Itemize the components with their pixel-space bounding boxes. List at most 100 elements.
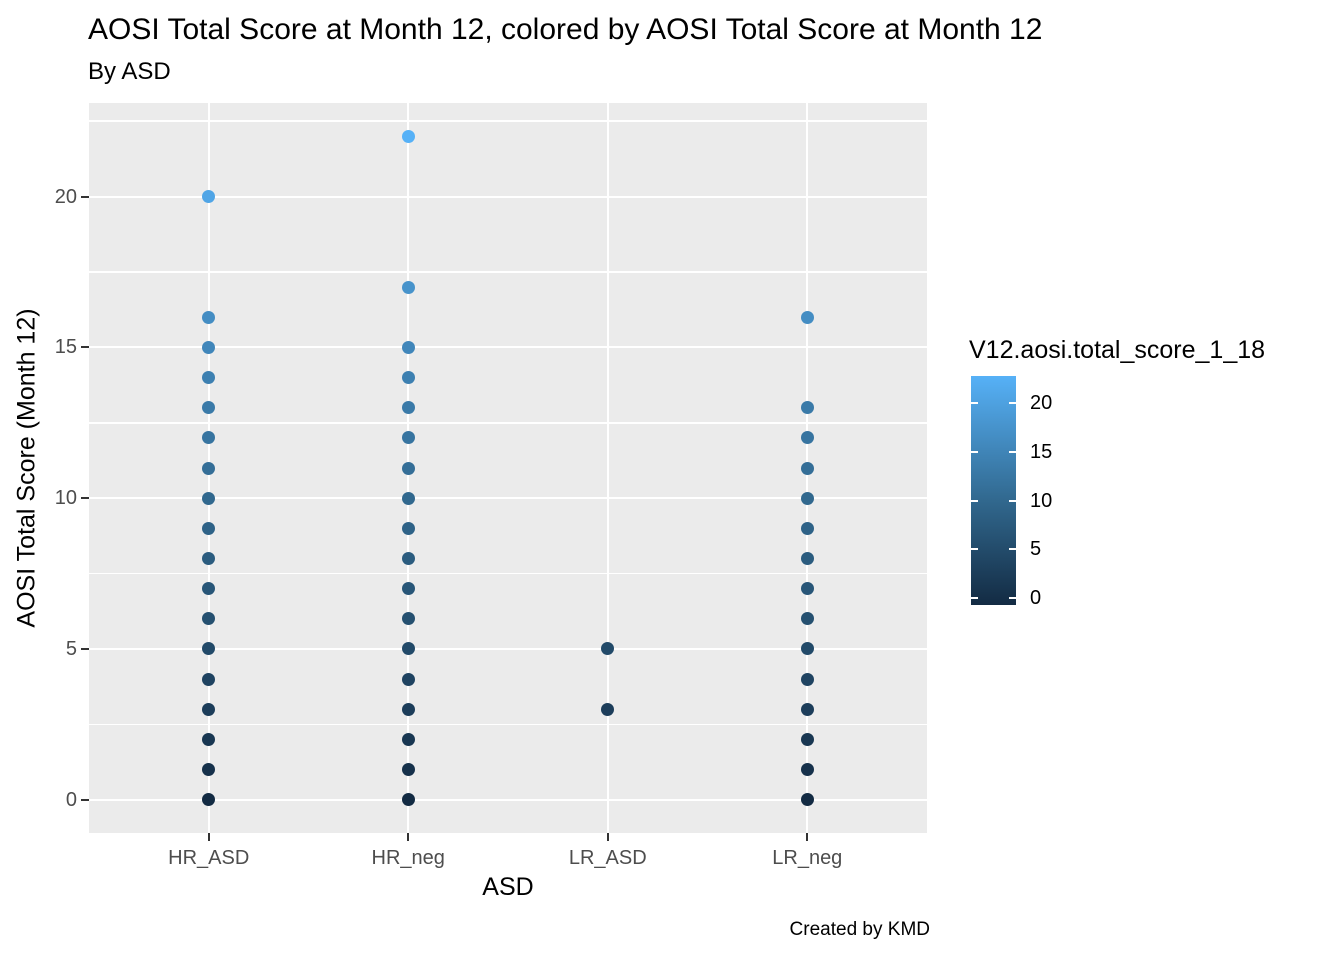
data-point bbox=[401, 672, 415, 686]
data-point bbox=[401, 521, 415, 535]
legend-tick-mark bbox=[971, 402, 978, 404]
data-point bbox=[800, 793, 814, 807]
legend-tick-label: 15 bbox=[1030, 440, 1053, 463]
data-point bbox=[202, 612, 216, 626]
data-point bbox=[800, 461, 814, 475]
data-point bbox=[800, 763, 814, 777]
gridline-minor-horizontal bbox=[89, 572, 927, 575]
data-point bbox=[401, 491, 415, 505]
legend-tick-label: 10 bbox=[1030, 489, 1053, 512]
data-point bbox=[601, 642, 615, 656]
y-axis-tick-label: 20 bbox=[54, 185, 77, 208]
chart-caption: Created by KMD bbox=[789, 919, 930, 940]
data-point bbox=[401, 280, 415, 294]
x-axis-tick-label: LR_ASD bbox=[568, 847, 647, 869]
plot-panel bbox=[89, 103, 927, 833]
x-axis-title: ASD bbox=[482, 873, 534, 901]
legend-title: V12.aosi.total_score_1_18 bbox=[969, 336, 1266, 364]
data-point bbox=[202, 582, 216, 596]
y-axis-tick-mark bbox=[81, 497, 89, 500]
data-point bbox=[202, 461, 216, 475]
data-point bbox=[601, 702, 615, 716]
data-point bbox=[202, 672, 216, 686]
data-point bbox=[202, 310, 216, 324]
data-point bbox=[401, 732, 415, 746]
gridline-major-vertical bbox=[606, 103, 609, 833]
legend-colorbar bbox=[971, 376, 1016, 605]
x-axis-tick-label: HR_ASD bbox=[168, 847, 250, 869]
data-point bbox=[401, 340, 415, 354]
data-point bbox=[800, 310, 814, 324]
data-point bbox=[202, 551, 216, 565]
legend-tick-label: 0 bbox=[1030, 587, 1042, 609]
data-point bbox=[800, 672, 814, 686]
data-point bbox=[401, 612, 415, 626]
gridline-major-horizontal bbox=[89, 195, 927, 198]
y-axis-tick-label: 0 bbox=[65, 788, 77, 811]
chart-subtitle: By ASD bbox=[88, 58, 171, 85]
x-axis-tick-label: HR_neg bbox=[371, 847, 445, 869]
y-axis-tick-mark bbox=[81, 798, 89, 801]
chart-title: AOSI Total Score at Month 12, colored by… bbox=[88, 13, 1043, 46]
legend-tick-mark bbox=[1009, 597, 1016, 599]
data-point bbox=[800, 582, 814, 596]
gridline-minor-horizontal bbox=[89, 120, 927, 122]
legend-tick-mark bbox=[1009, 499, 1016, 502]
legend-tick-label: 20 bbox=[1030, 392, 1053, 414]
data-point bbox=[800, 431, 814, 445]
data-point bbox=[202, 763, 216, 777]
legend-tick-mark bbox=[971, 548, 978, 551]
data-point bbox=[202, 401, 216, 415]
data-point bbox=[202, 371, 216, 384]
data-point bbox=[401, 551, 415, 565]
data-point bbox=[202, 642, 216, 656]
data-point bbox=[401, 371, 415, 384]
x-axis-tick-mark bbox=[606, 833, 609, 841]
data-point bbox=[800, 612, 814, 626]
data-point bbox=[800, 551, 814, 565]
x-axis-tick-mark bbox=[407, 833, 410, 841]
gridline-minor-horizontal bbox=[89, 723, 927, 726]
data-point bbox=[401, 461, 415, 475]
data-point bbox=[401, 401, 415, 415]
data-point bbox=[401, 129, 415, 143]
data-point bbox=[202, 340, 216, 354]
data-point bbox=[401, 793, 415, 807]
legend-tick-mark bbox=[1009, 450, 1016, 453]
data-point bbox=[202, 190, 216, 203]
y-axis-tick-mark bbox=[81, 195, 89, 198]
y-axis-tick-label: 5 bbox=[65, 637, 77, 660]
y-axis-tick-label: 15 bbox=[54, 336, 77, 359]
data-point bbox=[202, 521, 216, 535]
y-axis-tick-mark bbox=[81, 346, 89, 349]
data-point bbox=[202, 732, 216, 746]
legend-tick-label: 5 bbox=[1030, 538, 1042, 561]
gridline-major-horizontal bbox=[89, 497, 927, 500]
data-point bbox=[202, 491, 216, 505]
data-point bbox=[800, 401, 814, 415]
gridline-minor-horizontal bbox=[89, 271, 927, 273]
legend-tick-mark bbox=[971, 597, 978, 599]
data-point bbox=[401, 763, 415, 777]
x-axis-tick-mark bbox=[207, 833, 210, 841]
data-point bbox=[401, 702, 415, 716]
gridline-major-horizontal bbox=[89, 798, 927, 801]
y-axis-tick-mark bbox=[81, 647, 89, 650]
legend-tick-mark bbox=[1009, 548, 1016, 551]
data-point bbox=[401, 431, 415, 445]
x-axis-tick-mark bbox=[806, 833, 809, 841]
legend-tick-mark bbox=[971, 450, 978, 453]
data-point bbox=[800, 702, 814, 716]
legend-tick-mark bbox=[971, 499, 978, 502]
gridline-minor-horizontal bbox=[89, 422, 927, 424]
gridline-major-horizontal bbox=[89, 647, 927, 650]
data-point bbox=[202, 793, 216, 807]
x-axis-tick-label: LR_neg bbox=[772, 847, 843, 869]
data-point bbox=[202, 431, 216, 445]
data-point bbox=[401, 642, 415, 656]
y-axis-title: AOSI Total Score (Month 12) bbox=[12, 308, 41, 628]
data-point bbox=[800, 642, 814, 656]
data-point bbox=[202, 702, 216, 716]
data-point bbox=[800, 732, 814, 746]
